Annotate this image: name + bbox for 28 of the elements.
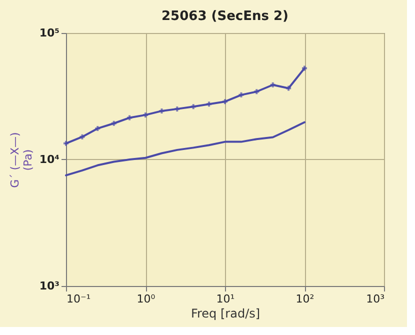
x-tick-label: 10⁰ xyxy=(136,292,156,306)
chart-title: 25063 (SecEns 2) xyxy=(162,9,288,24)
point xyxy=(286,86,292,91)
point xyxy=(238,92,244,98)
point xyxy=(80,134,85,140)
line-series xyxy=(65,121,306,176)
point xyxy=(270,82,276,88)
x-tick-label: 10⁻¹ xyxy=(66,292,91,306)
x-tick-label: 10² xyxy=(296,292,314,306)
x-tick-label: 10¹ xyxy=(216,292,235,306)
point xyxy=(159,108,164,114)
point xyxy=(64,140,68,146)
y-tick-label: 10⁴ xyxy=(39,153,60,166)
point xyxy=(206,102,212,107)
point xyxy=(254,89,260,94)
point xyxy=(302,66,307,71)
point xyxy=(143,112,148,118)
x-axis-title: Freq [rad/s] xyxy=(190,306,260,320)
point xyxy=(222,99,228,104)
point xyxy=(127,115,132,120)
point xyxy=(111,120,116,126)
y-tick-label: 10⁵ xyxy=(39,26,60,40)
y-axis-title: G´ (—X—) (Pa) xyxy=(8,132,34,188)
point xyxy=(190,104,196,110)
point xyxy=(95,126,100,131)
x-tick-label: 10³ xyxy=(366,292,384,306)
point xyxy=(174,106,180,112)
y-tick-label: 10³ xyxy=(39,280,60,292)
